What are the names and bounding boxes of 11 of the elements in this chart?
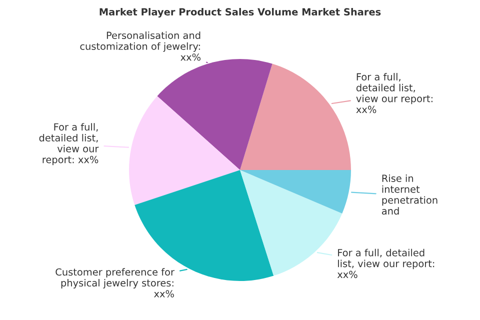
slice-label: For a full, detailed list, view our report: xx% (39, 123, 99, 166)
pie-slice (129, 96, 240, 205)
slice-label: Rise in internet penetration and (382, 174, 438, 215)
slice-label: For a full, detailed list, view our report: xx% (337, 248, 434, 278)
slice-label: Personalisation and customization of jewelry: xx% (80, 31, 201, 61)
chart-title: Market Player Product Sales Volume Market Shares (100, 8, 381, 18)
pie-slice (240, 170, 351, 214)
slice-label: Customer preference for physical jewelry stores: xx% (56, 268, 174, 298)
slice-label: For a full, detailed list, view our report: xx% (356, 72, 432, 114)
pie-slice (157, 59, 272, 170)
pie-slice (240, 64, 351, 170)
